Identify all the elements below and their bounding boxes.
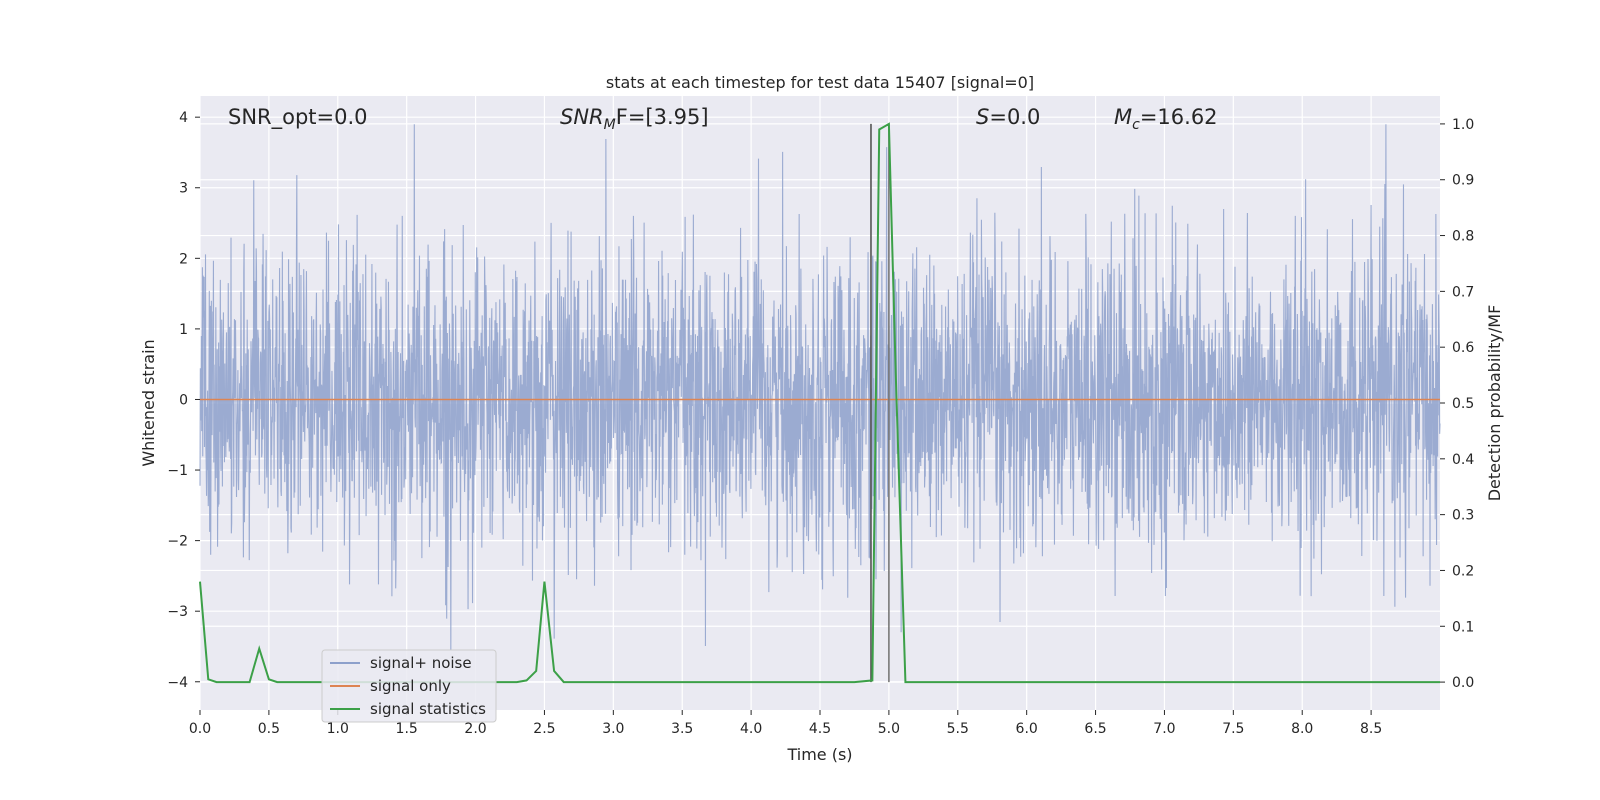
chart-title: stats at each timestep for test data 154… (606, 73, 1034, 92)
y-ticks-right: 0.0 0.1 0.2 0.3 0.4 0.5 0.6 0.7 0.8 0.9 1.0 (1440, 117, 1474, 691)
x-tick-label-6: 3.0 (602, 721, 624, 737)
y-axis-label-right: Detection probability/MF (1485, 305, 1504, 502)
annotation-snr-mf: SNRMF=[3.95] (560, 105, 709, 133)
vertical-markers (870, 123, 890, 683)
x-tick-label-5: 2.5 (533, 721, 555, 737)
y-right-tick-label-1: 0.1 (1452, 619, 1474, 635)
x-ticks: 0.0 0.5 1.0 1.5 2.0 2.5 3.0 3.5 4.0 4.5 5.0 5.5 6.0 6… (189, 710, 1382, 737)
legend-label-stats: signal statistics (370, 700, 486, 718)
x-tick-label-14: 7.0 (1153, 721, 1175, 737)
s-rest: =0.0 (989, 105, 1040, 129)
y-right-tick-label-4: 0.4 (1452, 452, 1474, 468)
annotation-snr-opt: SNR_opt=0.0 (228, 105, 368, 130)
y-tick-label-5: 1 (179, 322, 188, 338)
snr-mf-rest: F=[3.95] (616, 105, 709, 129)
snr-mf-sub: M (604, 117, 616, 133)
noise-line (199, 124, 1441, 650)
y-tick-label-4: 0 (179, 392, 188, 408)
y-right-tick-label-3: 0.3 (1452, 508, 1474, 524)
legend-label-noise: signal+ noise (370, 654, 472, 672)
annotation-s: S=0.0 (976, 105, 1040, 129)
x-tick-label-11: 5.5 (947, 721, 969, 737)
x-tick-label-3: 1.5 (396, 721, 418, 737)
y-right-tick-label-0: 0.0 (1452, 675, 1474, 691)
signal-statistics-line (199, 122, 1440, 684)
y-right-tick-label-6: 0.6 (1452, 340, 1474, 356)
mc-sub: c (1132, 117, 1140, 133)
x-axis-label: Time (s) (786, 745, 852, 764)
y-tick-label-8: 4 (179, 110, 188, 126)
y-tick-label-0: −4 (167, 675, 188, 691)
x-tick-label-16: 8.0 (1291, 721, 1313, 737)
mc-rest: =16.62 (1140, 105, 1218, 129)
y-right-tick-label-7: 0.7 (1452, 284, 1474, 300)
snr-mf-base: SNR (560, 105, 604, 129)
legend: signal+ noise signal only signal statist… (321, 649, 497, 723)
annotation-mc: Mc=16.62 (1114, 105, 1218, 133)
y-right-tick-label-9: 0.9 (1452, 173, 1474, 189)
x-tick-label-13: 6.5 (1084, 721, 1106, 737)
x-tick-label-1: 0.5 (258, 721, 280, 737)
signal-statistics-series (199, 122, 1440, 684)
y-tick-label-2: −2 (167, 534, 188, 550)
x-tick-label-4: 2.0 (464, 721, 486, 737)
legend-label-signal: signal only (370, 677, 451, 695)
y-tick-label-3: −1 (167, 463, 188, 479)
x-tick-label-9: 4.5 (809, 721, 831, 737)
y-ticks-left: −4 −3 −2 −1 0 1 2 3 4 (167, 110, 200, 691)
x-tick-label-7: 3.5 (671, 721, 693, 737)
y-tick-label-1: −3 (167, 604, 188, 620)
signal-noise-series (199, 124, 1441, 650)
x-tick-label-8: 4.0 (740, 721, 762, 737)
y-axis-label-left: Whitened strain (139, 339, 158, 466)
y-tick-label-6: 2 (179, 251, 188, 267)
y-right-tick-label-2: 0.2 (1452, 563, 1474, 579)
s-base: S (976, 105, 989, 129)
x-tick-label-15: 7.5 (1222, 721, 1244, 737)
x-tick-label-10: 5.0 (878, 721, 900, 737)
x-tick-label-17: 8.5 (1360, 721, 1382, 737)
y-tick-label-7: 3 (179, 181, 188, 197)
y-right-tick-label-10: 1.0 (1452, 117, 1474, 133)
x-tick-label-0: 0.0 (189, 721, 211, 737)
x-tick-label-2: 1.0 (327, 721, 349, 737)
x-tick-label-12: 6.0 (1016, 721, 1038, 737)
legend-box (321, 649, 497, 723)
mc-base: M (1114, 105, 1132, 129)
y-right-tick-label-8: 0.8 (1452, 229, 1474, 245)
y-right-tick-label-5: 0.5 (1452, 396, 1474, 412)
